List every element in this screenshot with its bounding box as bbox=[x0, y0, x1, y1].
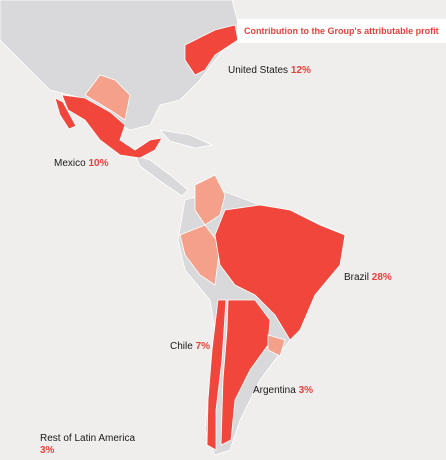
region-name: Mexico bbox=[54, 158, 86, 169]
peru-region bbox=[179, 224, 221, 286]
region-share: 7% bbox=[196, 341, 211, 352]
land bbox=[0, 0, 346, 456]
region-label: Mexico 10% bbox=[54, 158, 109, 169]
region-label: Chile 7% bbox=[170, 341, 210, 352]
region-share: 10% bbox=[88, 158, 108, 169]
region-name: Rest of Latin America bbox=[40, 433, 135, 444]
region-name: United States bbox=[228, 65, 288, 76]
central-america bbox=[134, 154, 189, 197]
region-share: 3% bbox=[40, 445, 55, 456]
legend-title: Contribution to the Group's attributable… bbox=[244, 26, 439, 36]
baja-region bbox=[54, 97, 77, 130]
united-states-region bbox=[184, 24, 239, 76]
brazil-region bbox=[214, 204, 346, 341]
region-name: Argentina bbox=[253, 385, 296, 396]
colombia-region bbox=[194, 174, 226, 226]
region-share: 28% bbox=[372, 272, 392, 283]
texas-region bbox=[84, 74, 131, 121]
legend-box bbox=[237, 19, 446, 43]
region-label: Argentina 3% bbox=[253, 385, 313, 396]
region-label: Brazil 28% bbox=[344, 272, 392, 283]
argentina-region bbox=[220, 299, 271, 446]
uruguay-region bbox=[267, 334, 286, 357]
region-share: 3% bbox=[299, 385, 314, 396]
region-name: Brazil bbox=[344, 272, 369, 283]
cuba bbox=[158, 129, 214, 149]
chile-region bbox=[206, 299, 227, 451]
region-name: Chile bbox=[170, 341, 193, 352]
region-share: 12% bbox=[291, 65, 311, 76]
mexico-region bbox=[61, 94, 163, 159]
region-label: United States 12% bbox=[228, 65, 311, 76]
